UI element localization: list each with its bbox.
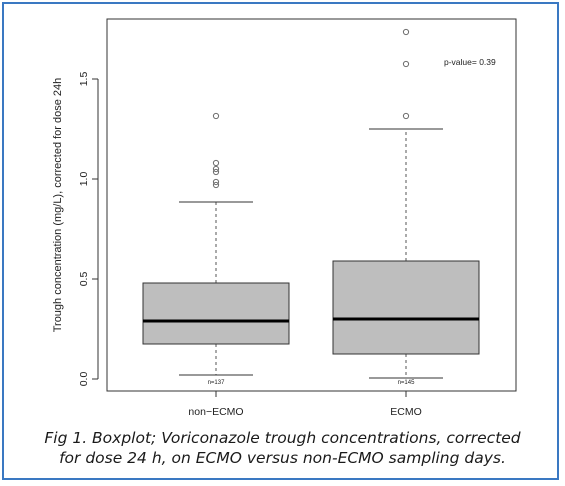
caption-line-1: Fig 1. Boxplot; Voriconazole trough conc… — [44, 429, 521, 447]
x-tick-label: ECMO — [390, 406, 422, 418]
outlier-point — [212, 181, 220, 189]
y-tick-label: 1.0 — [78, 172, 90, 187]
outlier-point — [212, 165, 220, 173]
outlier-point — [212, 168, 220, 176]
y-tick-label: 1.5 — [78, 72, 90, 87]
iqr-box — [332, 260, 480, 355]
y-tick-label: 0.5 — [78, 272, 90, 287]
y-axis: 0.0 0.5 1.0 1.5 — [78, 72, 99, 387]
caption-line-2: for dose 24 h, on ECMO versus non-ECMO s… — [59, 449, 506, 467]
y-axis-label: Trough concentration (mg/L), corrected f… — [52, 78, 64, 333]
outlier-point — [402, 112, 410, 120]
iqr-box — [142, 282, 290, 345]
x-axis: non−ECMO ECMO — [188, 390, 422, 418]
outlier-point — [212, 159, 220, 167]
x-tick-label: non−ECMO — [188, 406, 243, 418]
p-value-annotation: p-value= 0.39 — [444, 57, 496, 67]
outlier-point — [402, 28, 410, 36]
outlier-point — [212, 178, 220, 186]
outlier-point — [402, 60, 410, 68]
n-label: n=145 — [398, 380, 416, 386]
boxes-group: n=137 n=145 — [142, 28, 480, 386]
outlier-point — [212, 112, 220, 120]
y-tick-label: 0.0 — [78, 372, 90, 387]
figure-caption: Fig 1. Boxplot; Voriconazole trough conc… — [20, 428, 545, 468]
n-label: n=137 — [208, 380, 226, 386]
